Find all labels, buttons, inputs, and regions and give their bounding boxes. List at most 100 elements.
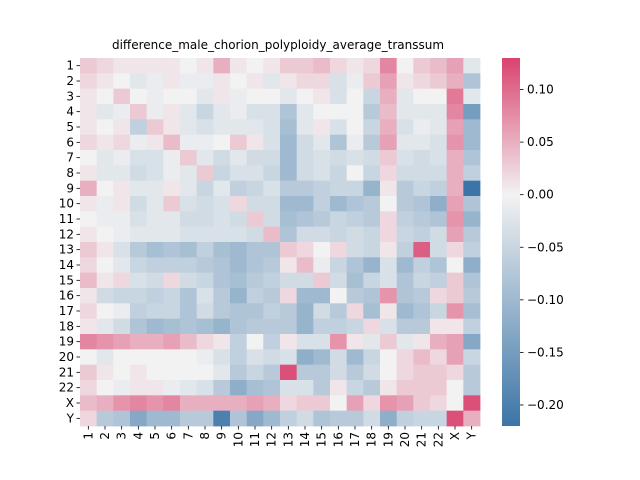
heatmap-cell (80, 410, 98, 427)
heatmap-cell (280, 334, 298, 350)
heatmap-cell (163, 88, 181, 105)
heatmap-cell (146, 58, 164, 74)
heatmap-cell (430, 364, 448, 381)
heatmap-cell (446, 73, 464, 90)
heatmap-cell (180, 58, 198, 74)
heatmap-cell (413, 242, 431, 258)
heatmap-cell (96, 380, 114, 396)
heatmap-cell (113, 303, 131, 320)
heatmap-cell (430, 134, 448, 151)
heatmap-cell (446, 349, 464, 366)
heatmap-cell (213, 288, 231, 304)
heatmap-cell (463, 288, 481, 304)
heatmap-cell (296, 334, 314, 350)
heatmap-cell (463, 134, 481, 151)
heatmap-cell (196, 226, 214, 243)
heatmap-cell (396, 134, 414, 151)
heatmap-cell (246, 318, 264, 335)
heatmap-cell (313, 119, 331, 136)
heatmap-cell (263, 272, 281, 289)
heatmap-cell (446, 150, 464, 166)
heatmap-cell (80, 165, 98, 182)
heatmap-cell (230, 380, 248, 396)
heatmap-cell (313, 134, 331, 151)
heatmap-cell (330, 88, 348, 105)
heatmap-cell (146, 165, 164, 182)
heatmap-cell (163, 257, 181, 274)
heatmap-cell (180, 410, 198, 427)
heatmap-cell (280, 211, 298, 228)
heatmap-cell (330, 165, 348, 182)
heatmap-cell (113, 334, 131, 350)
heatmap-cell (363, 242, 381, 258)
heatmap-cell (196, 196, 214, 212)
heatmap-cell (380, 150, 398, 166)
heatmap-cell (96, 334, 114, 350)
heatmap-cell (96, 180, 114, 197)
heatmap-cell (363, 58, 381, 74)
heatmap-cell (396, 303, 414, 320)
heatmap-cell (446, 211, 464, 228)
heatmap-cell (463, 380, 481, 396)
heatmap-cell (446, 242, 464, 258)
heatmap-cell (113, 150, 131, 166)
heatmap-cell (180, 349, 198, 366)
heatmap-cell (296, 226, 314, 243)
colorbar-tick-label: 0.05 (527, 135, 554, 149)
heatmap-cell (413, 349, 431, 366)
heatmap-cell (80, 334, 98, 350)
heatmap-cell (463, 226, 481, 243)
heatmap-cell (396, 150, 414, 166)
heatmap-cell (163, 104, 181, 120)
heatmap-cell (263, 211, 281, 228)
heatmap-cell (130, 242, 148, 258)
x-tick-label: 16 (331, 432, 345, 447)
heatmap-cell (296, 288, 314, 304)
heatmap-cell (330, 272, 348, 289)
heatmap-cell (80, 349, 98, 366)
heatmap-cell (313, 303, 331, 320)
heatmap-cell (363, 119, 381, 136)
heatmap-cell (463, 211, 481, 228)
heatmap-cell (80, 380, 98, 396)
heatmap-cell (113, 395, 131, 412)
heatmap-cell (230, 364, 248, 381)
heatmap-cell (396, 88, 414, 105)
heatmap-cell (413, 211, 431, 228)
heatmap-cell (213, 242, 231, 258)
heatmap-cell (396, 364, 414, 381)
heatmap-cell (280, 288, 298, 304)
heatmap-cell (463, 364, 481, 381)
heatmap-cell (380, 73, 398, 90)
heatmap-cell (346, 242, 364, 258)
x-tick-label: 2 (98, 432, 112, 440)
heatmap-cell (213, 303, 231, 320)
heatmap-cell (263, 288, 281, 304)
heatmap-cell (80, 134, 98, 151)
heatmap-cell (96, 395, 114, 412)
heatmap-cell (163, 211, 181, 228)
x-tick-label: 11 (248, 432, 262, 447)
heatmap-cell (330, 395, 348, 412)
heatmap-cell (230, 349, 248, 366)
heatmap-cell (463, 410, 481, 427)
heatmap-cell (280, 318, 298, 335)
heatmap-cell (246, 104, 264, 120)
heatmap-cell (363, 303, 381, 320)
heatmap-cell (113, 226, 131, 243)
heatmap-cell (280, 226, 298, 243)
heatmap-cell (196, 257, 214, 274)
heatmap-cell (130, 165, 148, 182)
heatmap-cell (130, 334, 148, 350)
heatmap-cell (430, 150, 448, 166)
heatmap-cell (96, 104, 114, 120)
heatmap-cell (180, 395, 198, 412)
heatmap-cell (396, 272, 414, 289)
heatmap-cell (246, 58, 264, 74)
heatmap-cell (196, 58, 214, 74)
heatmap-cell (380, 395, 398, 412)
heatmap-cell (180, 303, 198, 320)
heatmap-cell (413, 119, 431, 136)
heatmap-cell (413, 288, 431, 304)
heatmap-cell (396, 257, 414, 274)
